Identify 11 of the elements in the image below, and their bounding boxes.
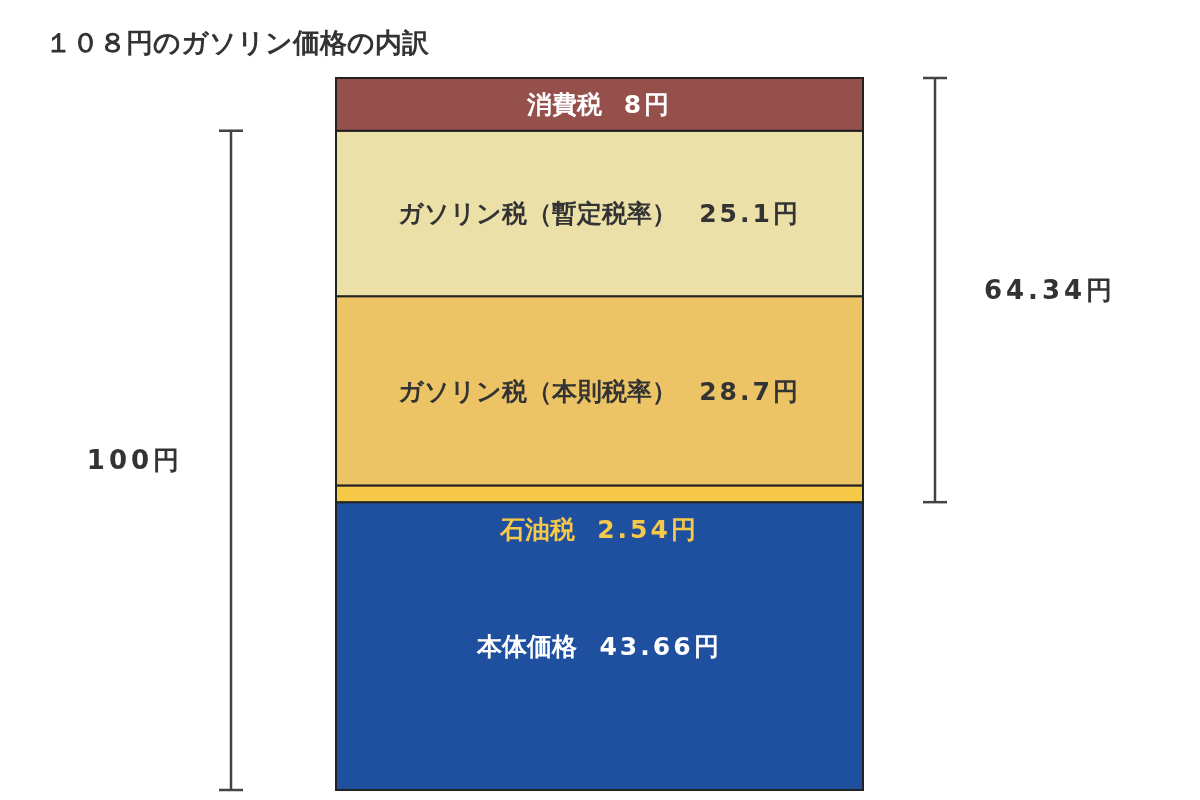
data-label: 2.54円 (597, 515, 699, 545)
series-label: 消費税 (525, 90, 603, 120)
series-label: 本体価格 (476, 632, 578, 662)
series-label: 石油税 (499, 515, 577, 545)
data-label: 43.66円 (599, 632, 722, 662)
series-label: ガソリン税（本則税率） (398, 376, 678, 406)
data-label: 28.7円 (699, 376, 801, 406)
chart-title: １０８円のガソリン価格の内訳 (45, 27, 430, 58)
data-label: 25.1円 (699, 199, 801, 229)
data-label: 8円 (623, 90, 673, 120)
series-label: ガソリン税（暫定税率） (398, 199, 678, 229)
